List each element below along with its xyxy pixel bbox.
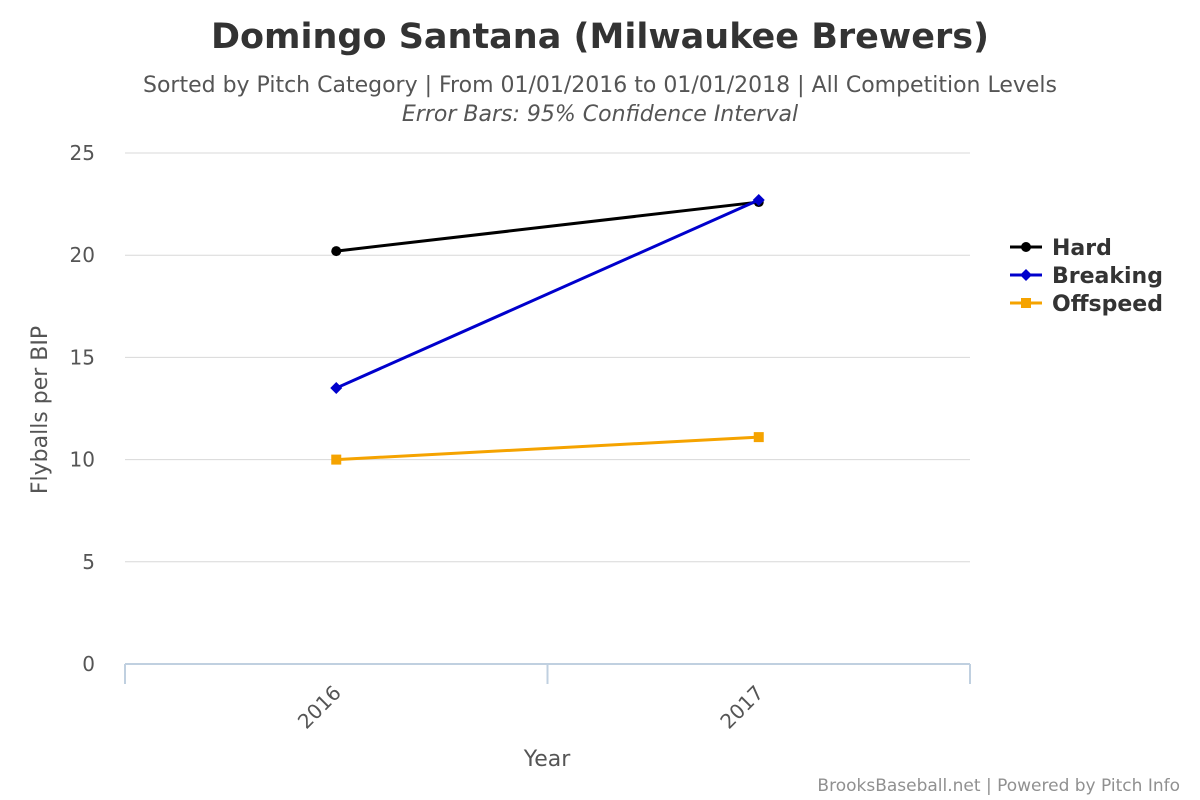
gridlines	[125, 152, 970, 563]
credits-link[interactable]: BrooksBaseball.net | Powered by Pitch In…	[817, 776, 1180, 796]
legend-item-breaking[interactable]: Breaking	[1010, 264, 1163, 289]
chart-subtitle: Sorted by Pitch Category | From 01/01/20…	[143, 73, 1057, 98]
data-point-breaking[interactable]	[330, 382, 343, 395]
x-tick-label: 2017	[715, 681, 768, 734]
legend-marker-offspeed	[1021, 298, 1031, 308]
data-point-offspeed[interactable]	[331, 454, 342, 465]
legend-marker-breaking	[1020, 269, 1032, 281]
legend-label-hard: Hard	[1052, 236, 1112, 261]
data-point-breaking[interactable]	[752, 194, 765, 207]
legend[interactable]: Hard Breaking Offspeed	[1010, 236, 1163, 317]
y-tick-label: 20	[70, 243, 95, 267]
data-point-offspeed[interactable]	[753, 432, 764, 443]
y-tick-label: 10	[70, 448, 95, 472]
chart-title: Domingo Santana (Milwaukee Brewers)	[211, 17, 989, 57]
y-tick-label: 5	[82, 550, 95, 574]
x-tick-label: 2016	[293, 681, 346, 734]
y-tick-label: 25	[70, 141, 95, 165]
legend-item-offspeed[interactable]: Offspeed	[1010, 292, 1163, 317]
y-tick-label: 0	[82, 652, 95, 676]
x-axis: 2016 2017	[124, 663, 971, 734]
y-tick-label: 15	[70, 345, 95, 369]
legend-label-breaking: Breaking	[1052, 264, 1163, 289]
series-line-breaking	[335, 198, 760, 390]
y-axis-ticks: 0 5 10 15 20 25	[70, 141, 95, 676]
x-axis-title: Year	[523, 747, 572, 772]
series-line-hard	[336, 200, 759, 253]
chart-subtitle-error-bars: Error Bars: 95% Confidence Interval	[402, 102, 798, 127]
plot-series	[330, 194, 765, 465]
data-point-hard[interactable]	[331, 246, 342, 257]
legend-item-hard[interactable]: Hard	[1010, 236, 1112, 261]
legend-marker-hard	[1021, 242, 1031, 252]
y-axis-title: Flyballs per BIP	[28, 326, 53, 494]
series-line-offspeed	[336, 435, 759, 462]
legend-label-offspeed: Offspeed	[1052, 292, 1163, 317]
